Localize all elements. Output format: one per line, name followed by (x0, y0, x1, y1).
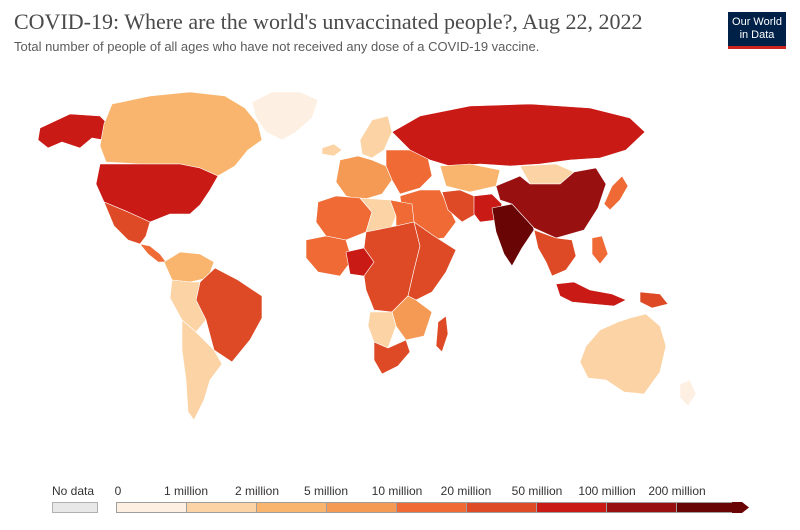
logo-line-2: in Data (739, 29, 775, 41)
region-mexico[interactable] (103, 201, 151, 245)
region-central-america[interactable] (139, 243, 167, 263)
map-legend: No data 0 1 million 2 million 5 million … (0, 478, 800, 530)
region-scandinavia[interactable] (359, 115, 393, 159)
region-namibia-botswana[interactable] (367, 311, 397, 349)
legend-label-0: 0 (114, 484, 122, 498)
region-argentina-chile[interactable] (181, 319, 223, 421)
world-map (37, 91, 697, 421)
region-canada[interactable] (99, 91, 263, 177)
legend-label-3: 5 million (303, 484, 349, 498)
legend-bin-6[interactable] (536, 502, 607, 513)
legend-bin-3[interactable] (326, 502, 397, 513)
region-new-zealand[interactable] (679, 379, 697, 407)
legend-bin-4[interactable] (396, 502, 467, 513)
legend-bin-5[interactable] (466, 502, 537, 513)
region-philippines[interactable] (591, 235, 609, 265)
legend-bin-2[interactable] (256, 502, 327, 513)
chart-subtitle: Total number of people of all ages who h… (14, 39, 540, 54)
region-south-africa[interactable] (373, 339, 411, 375)
legend-bin-1[interactable] (186, 502, 257, 513)
legend-bin-8[interactable] (676, 502, 733, 513)
region-madagascar[interactable] (435, 315, 449, 353)
region-australia[interactable] (579, 313, 667, 395)
region-southeast-asia[interactable] (533, 229, 577, 277)
region-southern-africa[interactable] (391, 295, 433, 341)
region-papua-new-guinea[interactable] (639, 291, 669, 309)
legend-label-6: 50 million (511, 484, 563, 498)
legend-bin-7[interactable] (606, 502, 677, 513)
region-west-africa[interactable] (305, 235, 353, 277)
legend-no-data-swatch[interactable] (52, 502, 98, 513)
owid-logo[interactable]: Our World in Data (728, 12, 786, 49)
chart-title: COVID-19: Where are the world's unvaccin… (14, 9, 643, 34)
region-indonesia[interactable] (555, 281, 627, 307)
region-japan[interactable] (603, 175, 629, 211)
region-russia[interactable] (391, 103, 646, 167)
legend-arrow-icon (732, 502, 749, 513)
region-china[interactable] (495, 167, 607, 239)
region-east-africa[interactable] (407, 221, 457, 301)
legend-no-data-label: No data (52, 484, 95, 498)
legend-label-7: 100 million (578, 484, 636, 498)
region-kazakhstan[interactable] (439, 163, 501, 193)
legend-bin-0[interactable] (116, 502, 187, 513)
logo-line-1: Our World (732, 16, 782, 28)
region-peru-bolivia[interactable] (169, 279, 207, 333)
region-greenland[interactable] (251, 91, 319, 141)
legend-label-2: 2 million (234, 484, 280, 498)
region-alaska[interactable] (37, 113, 109, 149)
region-western-europe[interactable] (335, 155, 393, 201)
legend-arrow-shape (732, 502, 749, 513)
legend-label-1: 1 million (163, 484, 209, 498)
legend-label-8: 200 million (648, 484, 706, 498)
legend-label-4: 10 million (371, 484, 423, 498)
region-iceland[interactable] (321, 143, 343, 157)
legend-label-5: 20 million (440, 484, 492, 498)
